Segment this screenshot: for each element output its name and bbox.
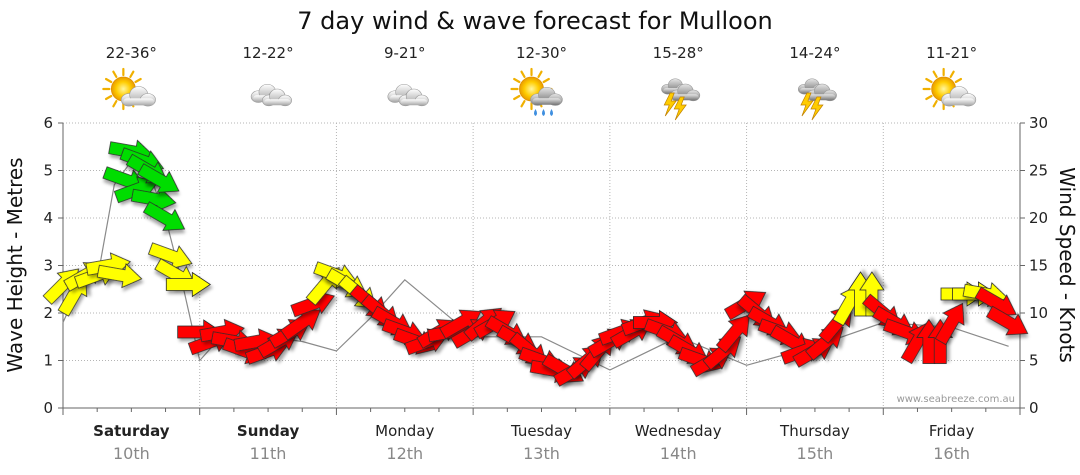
wind-arrow (130, 187, 177, 213)
storm-icon (661, 78, 701, 121)
wind-speed-series (42, 139, 1029, 387)
wind-arrow (96, 263, 143, 289)
y-tick-label-right: 10 (1029, 304, 1048, 322)
y-axis-right-title: Wind Speed - Knots (1055, 167, 1079, 363)
lightning-bolt (800, 92, 814, 117)
rain-drop (550, 109, 553, 116)
wind-arrow (137, 163, 180, 193)
credit-text: www.seabreeze.com.au (897, 394, 1015, 405)
temperature-range: 22-36° (106, 44, 157, 62)
cloud-shape (120, 86, 156, 107)
temperature-range: 15-28° (653, 44, 704, 62)
wind-arrow (934, 302, 965, 346)
wind-arrow (986, 305, 1029, 336)
day-name-label: Saturday (93, 422, 170, 440)
wind-arrow (165, 271, 212, 298)
sun-cloud-icon (922, 67, 977, 111)
day-name-label: Wednesday (635, 422, 722, 440)
rain-drop (534, 109, 537, 116)
wind-arrow (715, 314, 750, 354)
y-tick-label-left: 1 (43, 352, 53, 370)
y-tick-label-left: 2 (43, 304, 53, 322)
sun-rain-icon (510, 67, 563, 116)
cloud-shape (530, 86, 563, 106)
cloud-shape (398, 88, 429, 107)
day-labels: Saturday 10th Sunday 11th Monday 12th Tuesday 1… (93, 422, 974, 463)
wind-arrow (142, 201, 186, 231)
day-date-label: 15th (797, 444, 834, 463)
cloud-icon (387, 83, 429, 107)
y-tick-label-right: 5 (1029, 352, 1039, 370)
day-name-label: Sunday (237, 422, 300, 440)
day-date-label: 11th (250, 444, 287, 463)
y-tick-label-right: 15 (1029, 257, 1048, 275)
cloud-icon (250, 83, 292, 107)
y-tick-label-right: 30 (1029, 114, 1048, 132)
y-tick-label-right: 0 (1029, 399, 1039, 417)
storm-icon (797, 78, 837, 121)
day-date-label: 14th (660, 444, 697, 463)
day-name-label: Friday (929, 422, 975, 440)
wind-arrow (147, 242, 193, 270)
rain-drop (542, 109, 545, 116)
day-name-label: Thursday (779, 422, 850, 440)
y-tick-label-left: 3 (43, 257, 53, 275)
y-axis-left-title: Wave Height - Metres (3, 157, 27, 372)
chart-title: 7 day wind & wave forecast for Mulloon (297, 7, 772, 35)
axes: 0 1 2 3 4 5 6 0 5 10 15 20 25 30 (43, 114, 1048, 417)
day-date-label: 13th (523, 444, 560, 463)
temperature-range: 11-21° (926, 44, 977, 62)
sun-cloud-icon (102, 67, 156, 111)
day-date-label: 10th (113, 444, 150, 463)
weather-row: 22-36° 12-22° 9-21° 12-30° 15-28° 14-24° 11-21… (102, 44, 977, 121)
lightning-bolt (810, 96, 824, 121)
cloud-shape (941, 86, 977, 107)
day-date-label: 16th (933, 444, 970, 463)
cloud-shape (261, 88, 292, 107)
temperature-range: 12-30° (516, 44, 567, 62)
lightning-bolt (663, 92, 677, 117)
y-tick-label-right: 25 (1029, 162, 1048, 180)
grid-lines (63, 122, 1020, 408)
y-tick-label-left: 5 (43, 162, 53, 180)
day-name-label: Monday (375, 422, 434, 440)
temperature-range: 12-22° (243, 44, 294, 62)
y-tick-label-left: 0 (43, 399, 53, 417)
lightning-bolt (673, 96, 687, 121)
day-date-label: 12th (386, 444, 423, 463)
y-tick-label-right: 20 (1029, 209, 1048, 227)
temperature-range: 14-24° (789, 44, 840, 62)
day-name-label: Tuesday (510, 422, 572, 440)
temperature-range: 9-21° (384, 44, 426, 62)
y-tick-label-left: 4 (43, 209, 53, 227)
y-tick-label-left: 6 (43, 114, 53, 132)
